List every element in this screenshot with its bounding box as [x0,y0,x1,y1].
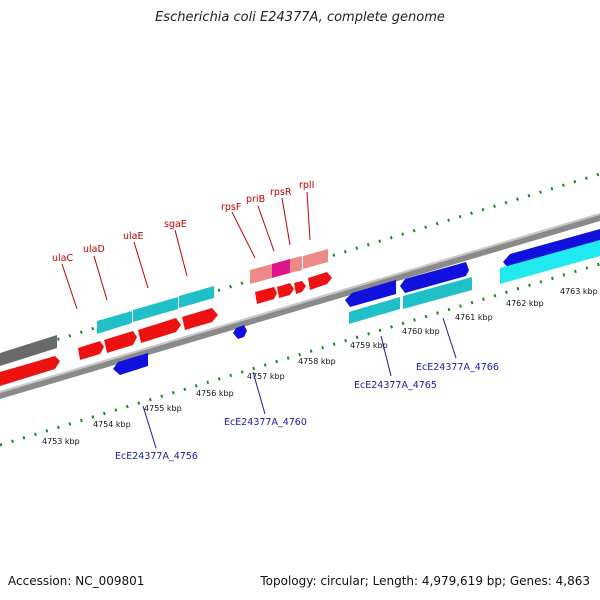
gene-label-EcE24377A_4760: EcE24377A_4760 [224,417,307,428]
scale-label: 4760 kbp [402,327,440,336]
gene-label-EcE24377A_4765: EcE24377A_4765 [354,380,437,391]
scale-label: 4758 kbp [298,357,336,366]
scale-label: 4757 kbp [247,372,285,381]
leader-ulaE [133,241,149,289]
gene-label-rplI: rplI [299,180,314,191]
leader-rplI [306,191,311,241]
gene-arrow-blue-1 [345,280,396,307]
cds-block-2 [133,297,178,322]
cds-block-3 [179,286,214,308]
cds-block-4 [349,297,400,324]
gene-label-ulaC: ulaC [52,253,73,264]
scale-label: 4755 kbp [144,404,182,413]
leader-sgaE [174,229,188,277]
scale-label: 4754 kbp [93,420,131,429]
gene-label-EcE24377A_4756: EcE24377A_4756 [115,451,198,462]
scale-label: 4761 kbp [455,313,493,322]
cds-block-5 [403,277,472,309]
leader-rpsF [231,211,256,259]
gene-arrow-sgaE [182,308,218,330]
gene-arrow-ulaC [78,341,104,360]
gene-label-rpsR: rpsR [270,187,292,198]
leader-priB [257,205,275,252]
leader-EcE24377A_4765 [380,335,392,377]
leader-EcE24377A_4756 [142,405,157,449]
gene-block-rpsF [250,264,272,284]
gene-arrow-blue-3 [503,229,600,270]
gene-arrow-ulaD [104,331,137,353]
gene-label-EcE24377A_4766: EcE24377A_4766 [416,362,499,373]
leader-EcE24377A_4766 [442,317,457,359]
gene-label-ulaD: ulaD [83,244,105,255]
gene-arrow-EcE24377A_4760 [233,325,247,339]
leader-EcE24377A_4760 [252,371,266,415]
forward-gene-labels: ulaC ulaD ulaE sgaE rpsF priB rpsR rplI [52,180,314,264]
leader-rpsR [281,197,291,246]
gene-block-grey [0,335,57,366]
gene-arrow-rplI [308,272,332,290]
reverse-gene-labels: EcE24377A_4756 EcE24377A_4760 EcE24377A_… [115,362,499,462]
accession-label: Accession: NC_009801 [8,574,145,588]
gene-label-priB: priB [246,194,265,205]
scale-label: 4762 kbp [506,299,544,308]
cds-block-6 [500,240,600,284]
gene-arrow-left-1 [0,356,60,386]
scale-label: 4763 kbp [560,287,598,296]
gene-block-rplI [303,249,328,269]
scale-label: 4756 kbp [196,389,234,398]
map-title: Escherichia coli E24377A, complete genom… [155,10,445,25]
gene-arrow-ulaE [138,318,181,343]
scale-label: 4759 kbp [350,341,388,350]
gene-label-sgaE: sgaE [164,219,187,230]
gene-arrow-rpsR [294,281,306,294]
scale-ticks-inner [0,262,600,447]
gene-arrow-priB [277,283,294,298]
leader-ulaC [61,263,78,310]
leader-ulaD [93,255,108,301]
genome-summary-label: Topology: circular; Length: 4,979,619 bp… [260,574,590,588]
gene-label-ulaE: ulaE [123,231,143,242]
scale-labels: 4753 kbp 4754 kbp 4755 kbp 4756 kbp 4757… [42,287,598,446]
genome-backbone-highlight [0,213,600,393]
gene-block-rpsR [290,256,302,273]
gene-block-priB [272,259,290,278]
cds-block-1 [97,311,132,334]
gene-arrow-EcE24377A_4756 [113,353,148,375]
gene-arrow-blue-2 [400,262,469,293]
gene-label-rpsF: rpsF [221,202,241,213]
scale-label: 4753 kbp [42,437,80,446]
gene-arrow-rpsF [255,287,277,304]
